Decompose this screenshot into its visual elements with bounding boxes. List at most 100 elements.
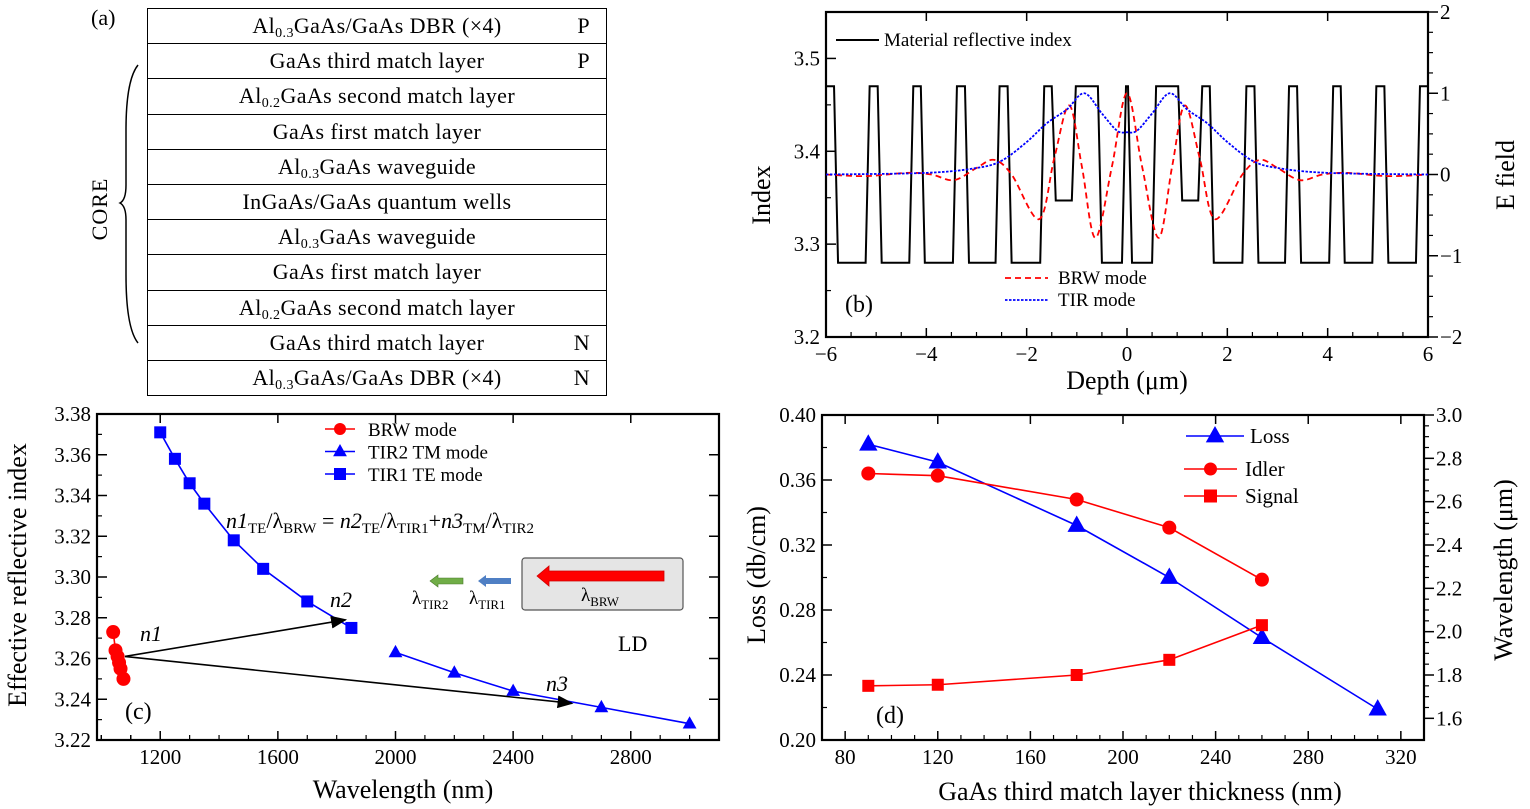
y2-tick-label: 3.0 xyxy=(1436,403,1462,427)
chart-c-series: n1TE/λBRW = n2TE/λTIR1+n3TM/λTIR2 n1 n2 n3 L… xyxy=(106,426,697,729)
x-tick-label: 320 xyxy=(1385,745,1417,769)
data-point xyxy=(183,477,196,490)
layer-name: GaAs third match layer xyxy=(269,329,485,355)
y2-tick-label: −1 xyxy=(1440,244,1462,268)
data-point xyxy=(1070,669,1083,681)
data-point xyxy=(861,466,876,481)
layer-table: Al0.3GaAs/GaAs DBR (×4) P GaAs third match… xyxy=(147,8,607,397)
panel-label: (c) xyxy=(125,699,152,725)
y-tick-label: 3.30 xyxy=(54,565,91,589)
doping-label: P xyxy=(577,48,590,74)
tir1-arrow-icon xyxy=(478,575,511,587)
y-axis-title: Loss (db/cm) xyxy=(742,506,771,644)
x-tick-label: 240 xyxy=(1200,745,1232,769)
y-tick-label: 3.32 xyxy=(54,524,91,548)
y2-tick-label: 0 xyxy=(1440,163,1451,187)
data-point xyxy=(1162,520,1177,535)
y-tick-label: 0.32 xyxy=(779,533,816,557)
data-point xyxy=(682,716,697,729)
y-tick-label: 3.4 xyxy=(794,139,821,163)
series-line xyxy=(868,624,1263,687)
data-point xyxy=(333,444,347,457)
n3-label: n3 xyxy=(546,671,568,696)
lambda-tir1-label: λTIR1 xyxy=(469,588,505,612)
series-loss xyxy=(859,434,1387,716)
layer-row: GaAs third match layer P xyxy=(148,44,606,80)
x-tick-label: 2 xyxy=(1222,342,1233,366)
chart-b-series xyxy=(825,85,1429,264)
x-tick-label: 160 xyxy=(1015,745,1047,769)
series-line xyxy=(395,651,690,725)
data-point xyxy=(227,534,240,547)
legend-label: TIR1 TE mode xyxy=(368,465,483,486)
doping-label: N xyxy=(573,364,590,390)
x-tick-label: 6 xyxy=(1423,342,1434,366)
data-point xyxy=(1252,627,1272,645)
layer-name: Al0.3GaAs waveguide xyxy=(277,224,476,253)
layer-name: Al0.2GaAs second match layer xyxy=(238,294,516,323)
core-brace xyxy=(118,64,139,344)
y2-tick-label: 2 xyxy=(1440,0,1451,24)
data-point xyxy=(1368,699,1387,716)
x-tick-label: 2000 xyxy=(375,745,417,769)
data-point xyxy=(506,683,521,696)
layer-name: Al0.3GaAs waveguide xyxy=(277,153,476,182)
n2-label: n2 xyxy=(330,587,352,612)
x-tick-label: 1200 xyxy=(139,745,181,769)
series-tir2-tm-mode xyxy=(388,644,697,729)
data-point xyxy=(1255,619,1268,632)
data-point xyxy=(106,625,121,640)
layer-row: Al0.2GaAs second match layer xyxy=(148,79,606,115)
layer-name: Al0.2GaAs second match layer xyxy=(238,83,516,112)
data-point xyxy=(1254,572,1269,587)
plot-frame xyxy=(820,413,1426,742)
data-point xyxy=(345,621,358,634)
y2-tick-label: 1 xyxy=(1440,81,1451,105)
data-point xyxy=(301,595,314,608)
x-tick-label: 120 xyxy=(922,745,954,769)
data-point xyxy=(930,468,945,483)
x-tick-label: 2800 xyxy=(610,745,652,769)
series-line xyxy=(868,472,1263,581)
x-tick-label: 2400 xyxy=(492,745,534,769)
x-tick-label: −2 xyxy=(1015,342,1037,366)
data-point xyxy=(198,497,211,510)
tir2-arrow-icon xyxy=(429,574,464,588)
n1-label: n1 xyxy=(140,621,162,646)
data-point xyxy=(1204,462,1217,476)
legend-label: Idler xyxy=(1245,457,1285,481)
data-point xyxy=(334,468,346,480)
y2-tick-label: 2.8 xyxy=(1436,446,1462,470)
legend-label: BRW mode xyxy=(368,420,457,441)
series-brw-mode xyxy=(106,625,131,686)
layer-name: GaAs third match layer xyxy=(269,48,485,74)
chart-b-axes: −6 −4 −2 0 2 4 6 3.2 3.3 3.4 3.5 −2 −1 0 1 2 Depth (μm) I… xyxy=(747,0,1520,395)
layer-name: GaAs first match layer xyxy=(272,259,482,285)
legend-label: BRW mode xyxy=(1058,268,1147,289)
y2-tick-label: 1.6 xyxy=(1436,706,1462,730)
layer-name: GaAs first match layer xyxy=(272,118,482,144)
x-tick-label: −6 xyxy=(815,342,837,366)
y2-tick-label: −2 xyxy=(1440,325,1462,349)
data-point xyxy=(388,644,403,658)
data-point xyxy=(1160,567,1179,584)
y-tick-label: 0.24 xyxy=(779,663,816,687)
data-point xyxy=(1163,653,1176,666)
y-tick-label: 3.36 xyxy=(54,443,91,467)
data-point xyxy=(116,671,131,686)
layer-name: Al0.3GaAs/GaAs DBR (×4) xyxy=(252,13,502,41)
x-tick-label: 0 xyxy=(1122,342,1133,366)
index-profile-line xyxy=(826,85,1428,264)
x-tick-label: 4 xyxy=(1322,342,1333,366)
x-axis-title: Depth (μm) xyxy=(1066,366,1188,395)
y2-tick-label: 1.8 xyxy=(1436,663,1462,687)
layer-row: Al0.3GaAs/GaAs DBR (×4) P xyxy=(148,9,606,45)
data-point xyxy=(257,562,270,575)
layer-row: Al0.3GaAs waveguide xyxy=(148,150,606,185)
legend-label: TIR mode xyxy=(1058,290,1136,311)
y-tick-label: 3.5 xyxy=(794,46,820,70)
layer-name: Al0.3GaAs/GaAs DBR (×4) xyxy=(252,364,502,393)
